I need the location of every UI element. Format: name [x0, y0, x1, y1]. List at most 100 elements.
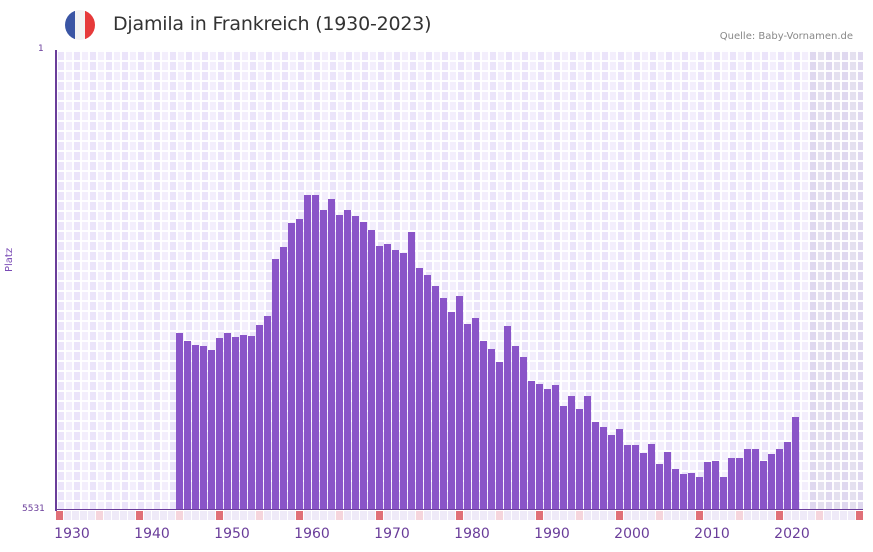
- bar-2005[interactable]: [656, 463, 663, 510]
- bar-1981[interactable]: [464, 323, 471, 510]
- bar-2012[interactable]: [712, 460, 719, 510]
- bar-2014[interactable]: [728, 457, 735, 510]
- x-axis-label: 2020: [774, 526, 810, 542]
- tick-major: [56, 511, 63, 520]
- y-axis-title: Platz: [4, 247, 15, 272]
- bar-1973[interactable]: [400, 252, 407, 510]
- bar-1964[interactable]: [328, 198, 335, 510]
- bar-2018[interactable]: [760, 460, 767, 510]
- bar-2008[interactable]: [680, 473, 687, 510]
- bar-1961[interactable]: [304, 195, 311, 510]
- bar-1950[interactable]: [216, 337, 223, 510]
- bar-1993[interactable]: [560, 405, 567, 510]
- bar-1992[interactable]: [552, 384, 559, 510]
- bar-1967[interactable]: [352, 215, 359, 510]
- bar-1987[interactable]: [512, 345, 519, 510]
- tick: [368, 511, 375, 520]
- bar-2013[interactable]: [720, 476, 727, 510]
- bar-2016[interactable]: [744, 448, 751, 510]
- bar-1948[interactable]: [200, 345, 207, 510]
- bar-2004[interactable]: [648, 443, 655, 510]
- bar-1988[interactable]: [520, 356, 527, 510]
- flag-blue-stripe: [65, 10, 75, 40]
- bar-1963[interactable]: [320, 209, 327, 510]
- bar-1977[interactable]: [432, 286, 439, 510]
- bar-2021[interactable]: [784, 441, 791, 510]
- bar-1955[interactable]: [256, 324, 263, 510]
- bar-1958[interactable]: [280, 246, 287, 510]
- bar-1966[interactable]: [344, 209, 351, 510]
- bar-1976[interactable]: [424, 274, 431, 510]
- bar-1956[interactable]: [264, 315, 271, 510]
- bar-1994[interactable]: [568, 395, 575, 510]
- bar-1946[interactable]: [184, 340, 191, 510]
- bar-1957[interactable]: [272, 258, 279, 510]
- source-link[interactable]: Quelle: Baby-Vornamen.de: [719, 31, 853, 42]
- bar-1978[interactable]: [440, 297, 447, 510]
- bar-1990[interactable]: [536, 383, 543, 510]
- bar-1960[interactable]: [296, 218, 303, 510]
- bar-1996[interactable]: [584, 395, 591, 510]
- bar-1998[interactable]: [600, 426, 607, 510]
- bar-2017[interactable]: [752, 448, 759, 510]
- tick-major: [696, 511, 703, 520]
- tick: [272, 511, 279, 520]
- tick: [112, 511, 119, 520]
- x-axis-label: 1950: [214, 526, 250, 542]
- bar-1945[interactable]: [176, 332, 183, 510]
- tick: [568, 511, 575, 520]
- bar-1971[interactable]: [384, 243, 391, 510]
- bar-1991[interactable]: [544, 388, 551, 510]
- tick: [824, 511, 831, 520]
- bar-1983[interactable]: [480, 340, 487, 510]
- bar-2007[interactable]: [672, 468, 679, 510]
- bar-2020[interactable]: [776, 448, 783, 510]
- tick: [160, 511, 167, 520]
- bar-2006[interactable]: [664, 451, 671, 510]
- bar-2022[interactable]: [792, 416, 799, 510]
- bar-1980[interactable]: [456, 295, 463, 510]
- bar-2011[interactable]: [704, 461, 711, 510]
- bar-2009[interactable]: [688, 472, 695, 510]
- bar-1951[interactable]: [224, 332, 231, 510]
- bar-2001[interactable]: [624, 444, 631, 510]
- bar-1975[interactable]: [416, 267, 423, 510]
- bar-1972[interactable]: [392, 249, 399, 510]
- bar-1962[interactable]: [312, 195, 319, 510]
- bar-1949[interactable]: [208, 349, 215, 510]
- tick-major: [456, 511, 463, 520]
- tick: [440, 511, 447, 520]
- tick: [424, 511, 431, 520]
- y-axis-top-label: 1: [38, 44, 44, 54]
- tick-minor: [336, 511, 343, 520]
- tick: [520, 511, 527, 520]
- bar-1979[interactable]: [448, 311, 455, 510]
- bar-1995[interactable]: [576, 408, 583, 510]
- tick-minor: [416, 511, 423, 520]
- bar-1999[interactable]: [608, 434, 615, 510]
- bar-2010[interactable]: [696, 476, 703, 510]
- bar-2003[interactable]: [640, 452, 647, 510]
- bar-1953[interactable]: [240, 334, 247, 510]
- bar-1968[interactable]: [360, 221, 367, 510]
- bar-1989[interactable]: [528, 380, 535, 510]
- x-axis-label: 2000: [614, 526, 650, 542]
- bar-2019[interactable]: [768, 453, 775, 510]
- bar-1947[interactable]: [192, 344, 199, 510]
- tick: [64, 511, 71, 520]
- bar-1997[interactable]: [592, 421, 599, 510]
- bar-1984[interactable]: [488, 348, 495, 510]
- bar-1959[interactable]: [288, 222, 295, 510]
- bar-1985[interactable]: [496, 361, 503, 510]
- bar-1952[interactable]: [232, 336, 239, 510]
- bar-1982[interactable]: [472, 317, 479, 510]
- bar-2000[interactable]: [616, 428, 623, 510]
- bar-2015[interactable]: [736, 457, 743, 510]
- bar-1974[interactable]: [408, 231, 415, 510]
- bar-1954[interactable]: [248, 335, 255, 510]
- bar-1965[interactable]: [336, 214, 343, 510]
- bar-1986[interactable]: [504, 325, 511, 510]
- bar-1970[interactable]: [376, 245, 383, 510]
- bar-1969[interactable]: [368, 229, 375, 510]
- bar-2002[interactable]: [632, 444, 639, 510]
